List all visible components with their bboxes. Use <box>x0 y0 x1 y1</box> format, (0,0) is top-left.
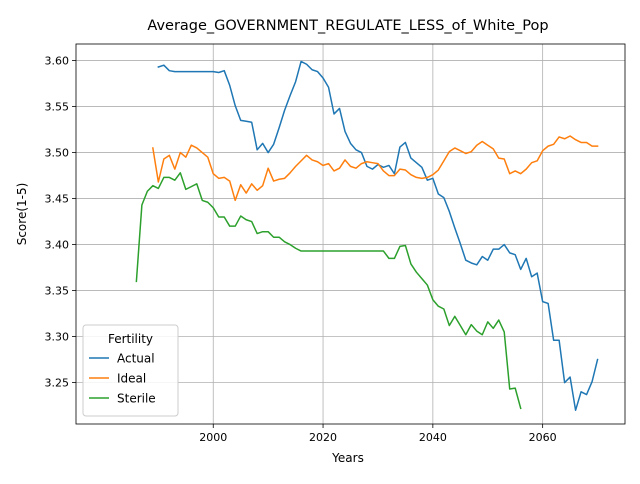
y-tick-label: 3.30 <box>45 331 70 344</box>
series-line-sterile <box>135 172 522 410</box>
plot-frame <box>75 43 626 425</box>
x-tick: 2020 <box>309 424 337 444</box>
y-tick: 3.45 <box>45 193 76 206</box>
chart-title: Average_GOVERNMENT_REGULATE_LESS_of_Whit… <box>147 18 548 34</box>
x-tick-label: 2020 <box>309 431 337 444</box>
legend-label: Sterile <box>117 392 156 406</box>
x-tick-label: 2060 <box>529 431 557 444</box>
legend-box <box>82 324 179 417</box>
y-axis-label: Score(1-5) <box>15 183 29 246</box>
legend-entry-actual: Actual <box>89 352 155 366</box>
series-line-ideal <box>152 135 599 202</box>
legend-label: Actual <box>117 352 155 366</box>
x-axis: 2000 2020 2040 2060 <box>199 424 557 444</box>
legend-items: Actual Ideal Sterile <box>89 352 156 406</box>
legend-entry-sterile: Sterile <box>89 392 156 406</box>
x-axis-label: Years <box>331 451 364 465</box>
x-tick: 2000 <box>199 424 227 444</box>
legend-title: Fertility <box>108 332 153 346</box>
y-tick: 3.40 <box>45 239 76 252</box>
y-tick-label: 3.25 <box>45 377 70 390</box>
y-tick-label: 3.50 <box>45 147 70 160</box>
y-tick-label: 3.60 <box>45 55 70 68</box>
x-tick: 2060 <box>529 424 557 444</box>
y-axis: 3.25 3.30 3.35 3.40 3.45 3.50 3.55 3.60 <box>45 55 76 390</box>
x-tick: 2040 <box>419 424 447 444</box>
y-tick: 3.55 <box>45 101 76 114</box>
legend-label: Ideal <box>117 372 146 386</box>
y-tick-label: 3.45 <box>45 193 70 206</box>
y-tick: 3.35 <box>45 285 76 298</box>
y-tick-label: 3.35 <box>45 285 70 298</box>
legend-entry-ideal: Ideal <box>89 372 146 386</box>
y-tick: 3.50 <box>45 147 76 160</box>
y-tick-label: 3.40 <box>45 239 70 252</box>
x-tick-label: 2000 <box>199 431 227 444</box>
legend: Fertility Actual Ideal Sterile <box>82 324 179 417</box>
y-tick: 3.30 <box>45 331 76 344</box>
y-tick: 3.60 <box>45 55 76 68</box>
x-tick-label: 2040 <box>419 431 447 444</box>
y-tick: 3.25 <box>45 377 76 390</box>
series-lines <box>135 60 599 411</box>
y-tick-label: 3.55 <box>45 101 70 114</box>
